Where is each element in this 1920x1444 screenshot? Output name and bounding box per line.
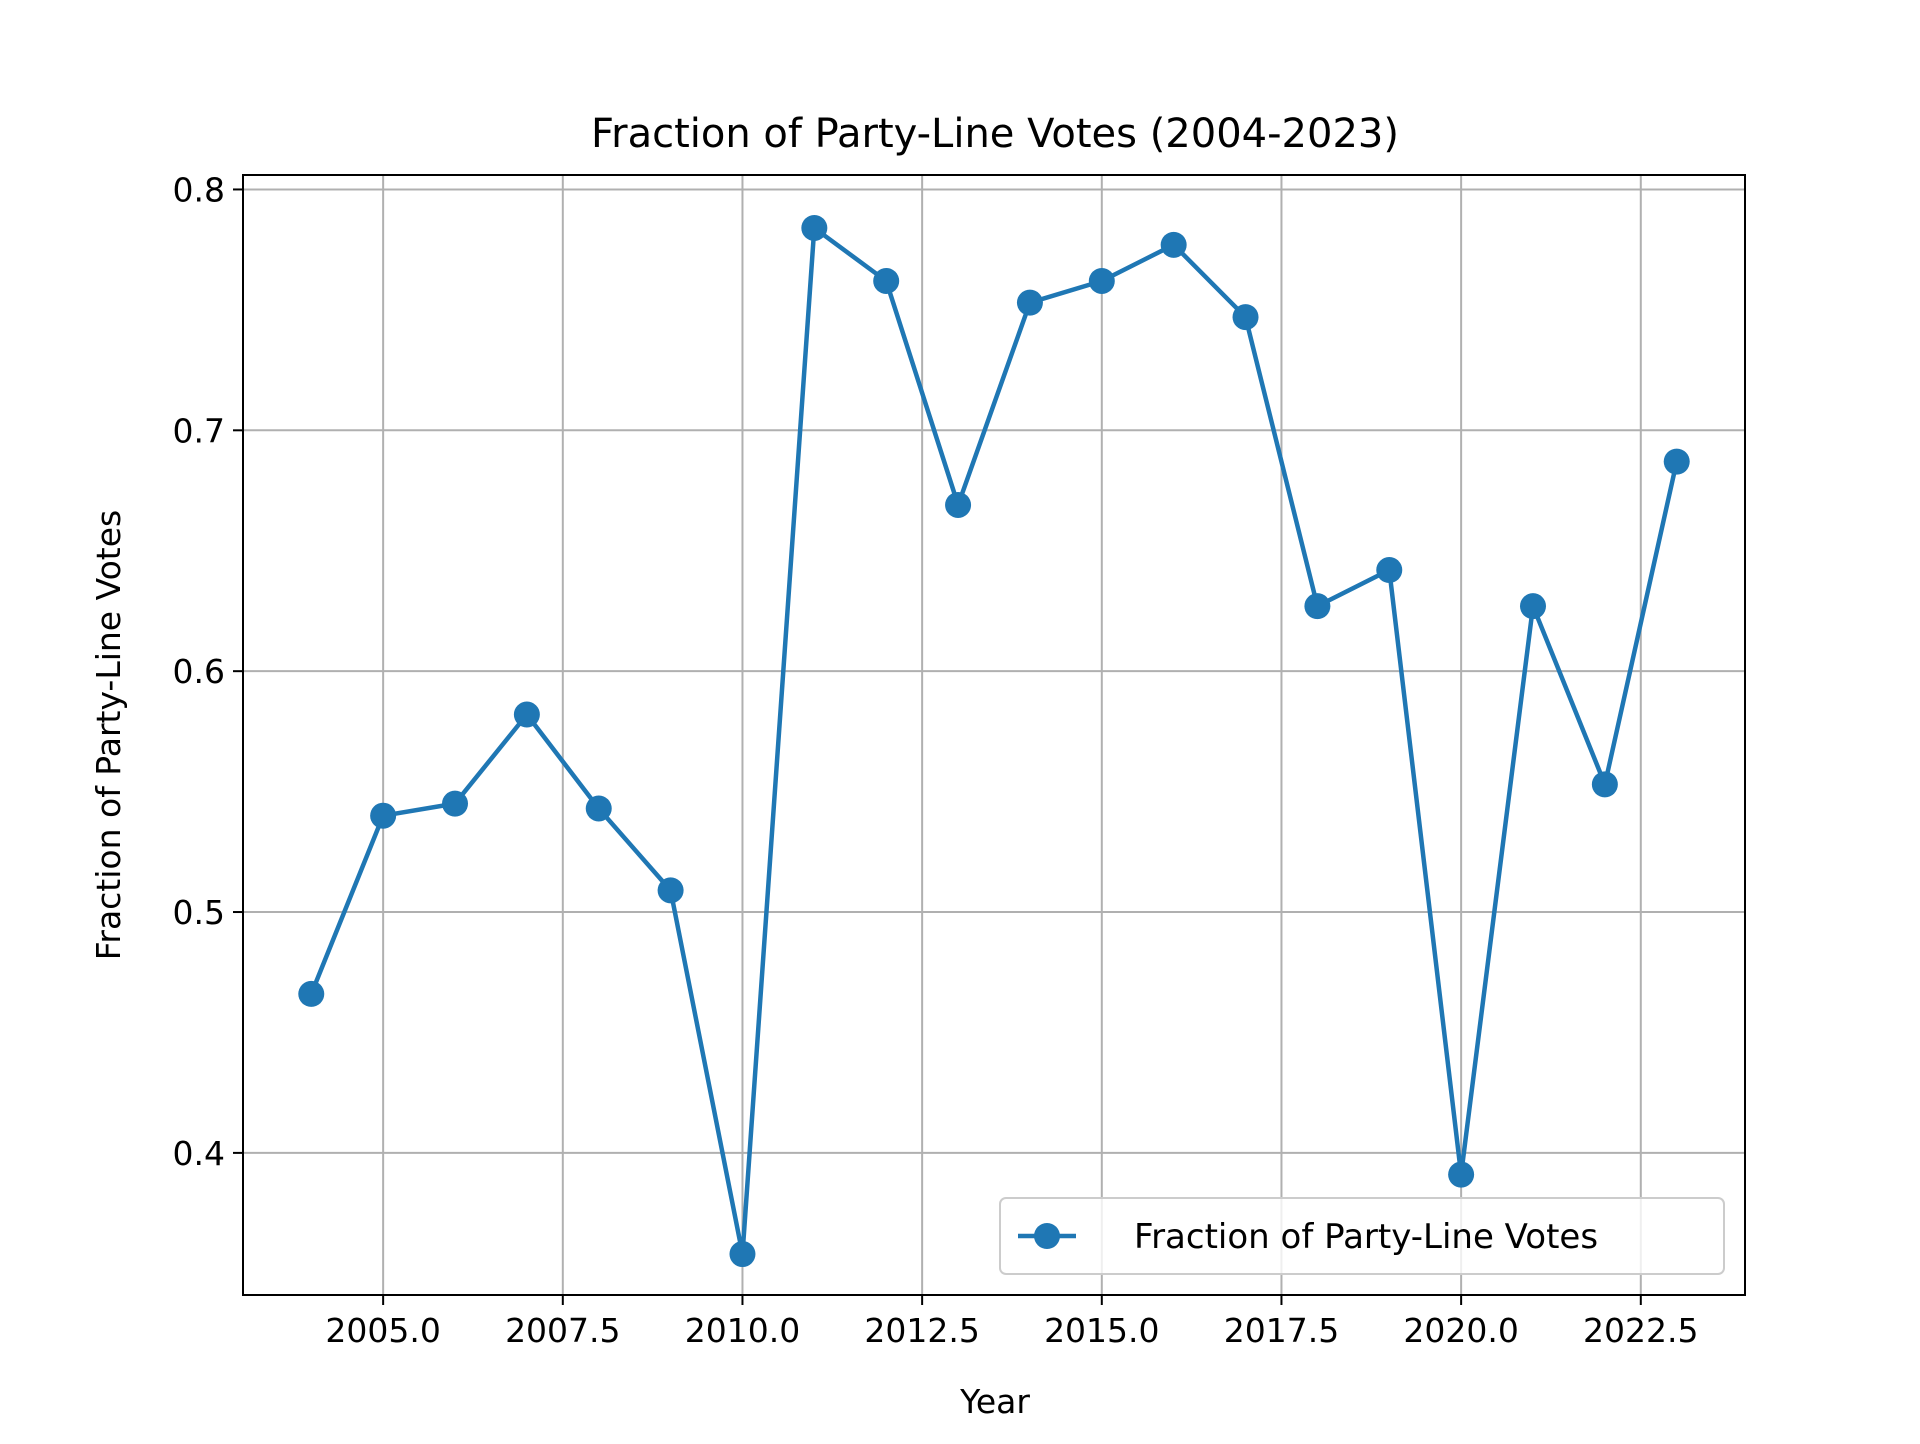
data-point-marker [442, 790, 469, 817]
data-point-marker [801, 214, 828, 241]
data-point-marker [513, 701, 540, 728]
x-tick-label: 2015.0 [1044, 1311, 1159, 1350]
data-point-marker [1232, 304, 1259, 331]
x-tick-label: 2010.0 [685, 1311, 800, 1350]
data-point-marker [1591, 771, 1618, 798]
x-tick-label: 2020.0 [1403, 1311, 1518, 1350]
x-tick-label: 2007.5 [505, 1311, 620, 1350]
data-point-marker [945, 491, 972, 518]
data-point-marker [585, 795, 612, 822]
data-point-marker [657, 877, 684, 904]
data-point-marker [1663, 448, 1690, 475]
data-point-marker [1160, 231, 1187, 258]
y-tick-label: 0.7 [173, 411, 225, 450]
y-tick-label: 0.4 [173, 1134, 225, 1173]
y-tick-label: 0.8 [173, 170, 225, 209]
plot-frame [242, 174, 1746, 1296]
data-point-marker [1376, 557, 1403, 584]
x-tick-label: 2022.5 [1583, 1311, 1698, 1350]
y-axis-label: Fraction of Party-Line Votes [89, 510, 128, 960]
legend: Fraction of Party-Line Votes [999, 1197, 1725, 1275]
x-tick-label: 2005.0 [325, 1311, 440, 1350]
y-tick-label: 0.5 [173, 893, 225, 932]
series-group [298, 214, 1690, 1268]
data-point-marker [873, 267, 900, 294]
data-point-marker [1448, 1161, 1475, 1188]
data-point-marker [1088, 267, 1115, 294]
data-point-marker [1519, 593, 1546, 620]
axis-ticks: 2005.0 2007.5 2010.0 2012.5 2015.0 2017.5 2020… [173, 170, 1699, 1350]
y-tick-label: 0.6 [173, 652, 225, 691]
data-point-marker [1304, 593, 1331, 620]
data-point-marker [298, 980, 325, 1007]
data-point-marker [370, 802, 397, 829]
data-point-marker [729, 1241, 756, 1268]
legend-entry-label: Fraction of Party-Line Votes [1134, 1217, 1598, 1257]
x-tick-label: 2012.5 [864, 1311, 979, 1350]
chart-title: Fraction of Party-Line Votes (2004-2023) [591, 111, 1399, 157]
x-tick-label: 2017.5 [1224, 1311, 1339, 1350]
data-point-marker [1016, 289, 1043, 316]
legend-box [999, 1197, 1725, 1275]
x-axis-label: Year [959, 1382, 1030, 1421]
series-line [309, 225, 1679, 1257]
legend-marker-sample [1034, 1223, 1060, 1249]
